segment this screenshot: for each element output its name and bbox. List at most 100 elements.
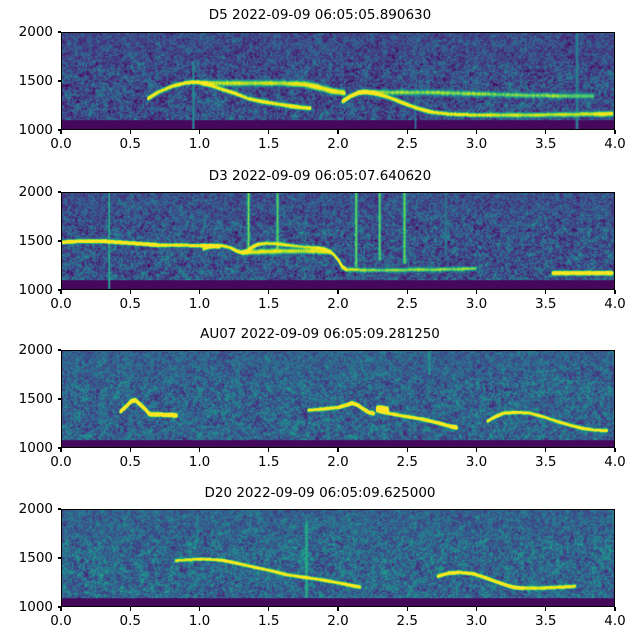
x-tickmark: [198, 290, 201, 294]
y-tick-label: 2000: [18, 342, 53, 358]
y-tick-label: 1500: [18, 73, 53, 89]
x-tickmark: [60, 130, 62, 134]
x-tick-label: 1.0: [188, 136, 211, 152]
x-tickmark: [406, 130, 408, 134]
x-tickmark: [198, 130, 201, 134]
x-tickmark: [475, 448, 478, 452]
x-tick-label: 4.0: [604, 454, 626, 470]
spectrogram-image-4: [62, 510, 614, 606]
x-tickmark: [475, 607, 478, 611]
x-tickmark: [268, 130, 270, 134]
panel-title-2: D3 2022-09-09 06:05:07.640620: [208, 168, 432, 184]
x-tick-label: 2.0: [327, 296, 349, 312]
x-tickmark: [475, 130, 478, 134]
x-tickmark: [406, 290, 408, 294]
x-tickmark: [60, 290, 62, 294]
x-tick-label: 2.0: [327, 613, 349, 629]
spectrogram-axes-1: [61, 32, 615, 130]
x-tickmark: [129, 290, 131, 294]
x-tick-label: 2.0: [327, 454, 349, 470]
y-tick-label: 1000: [18, 599, 53, 615]
x-tickmark: [129, 607, 131, 611]
y-tickmark: [57, 129, 61, 131]
y-tickmark: [57, 240, 61, 242]
x-tickmark: [268, 290, 270, 294]
y-tick-label: 2000: [18, 184, 53, 200]
panel-title-3: AU07 2022-09-09 06:05:09.281250: [200, 326, 440, 342]
x-tick-label: 2.5: [396, 296, 418, 312]
x-tick-label: 4.0: [604, 296, 626, 312]
spectrogram-image-1: [62, 33, 614, 129]
x-tick-label: 0.5: [119, 296, 141, 312]
y-tick-label: 1000: [18, 122, 53, 138]
x-tick-label: 1.0: [188, 454, 211, 470]
spectrogram-axes-4: [61, 509, 615, 607]
x-tick-label: 3.0: [465, 296, 488, 312]
x-tickmark: [337, 290, 339, 294]
x-tickmark: [545, 607, 547, 611]
y-tickmark: [57, 349, 61, 351]
x-tickmark: [129, 448, 131, 452]
y-tickmark: [57, 508, 61, 510]
x-tickmark: [129, 130, 131, 134]
x-tick-label: 1.5: [258, 296, 280, 312]
x-tick-label: 3.0: [465, 136, 488, 152]
x-tickmark: [268, 607, 270, 611]
x-tickmark: [545, 290, 547, 294]
x-tick-label: 0.5: [119, 136, 141, 152]
spectrogram-axes-2: [61, 192, 615, 290]
y-tick-label: 2000: [18, 501, 53, 517]
x-tickmark: [198, 448, 201, 452]
y-tickmark: [57, 606, 61, 608]
y-tick-label: 2000: [18, 24, 53, 40]
x-tick-label: 4.0: [604, 136, 626, 152]
x-tickmark: [337, 130, 339, 134]
x-tickmark: [268, 448, 270, 452]
spectrogram-image-3: [62, 351, 614, 447]
x-tickmark: [614, 130, 616, 134]
x-tickmark: [198, 607, 201, 611]
x-tick-label: 1.5: [258, 454, 280, 470]
x-tickmark: [406, 448, 408, 452]
y-tick-label: 1000: [18, 440, 53, 456]
x-tick-label: 0.0: [50, 613, 72, 629]
panel-title-1: D5 2022-09-09 06:05:05.890630: [208, 7, 432, 23]
y-tickmark: [57, 398, 61, 400]
x-tickmark: [475, 290, 478, 294]
panel-title-4: D20 2022-09-09 06:05:09.625000: [204, 485, 436, 501]
x-tick-label: 1.0: [188, 613, 211, 629]
y-tickmark: [57, 447, 61, 449]
x-tickmark: [614, 448, 616, 452]
x-tickmark: [545, 448, 547, 452]
x-tick-label: 3.5: [535, 296, 557, 312]
x-tick-label: 2.5: [396, 136, 418, 152]
x-tickmark: [60, 607, 62, 611]
x-tick-label: 2.5: [396, 454, 418, 470]
x-tick-label: 3.5: [535, 136, 557, 152]
x-tick-label: 3.0: [465, 454, 488, 470]
y-tick-label: 1500: [18, 233, 53, 249]
y-tickmark: [57, 31, 61, 33]
x-tick-label: 2.0: [327, 136, 349, 152]
x-tick-label: 0.0: [50, 296, 72, 312]
x-tick-label: 1.0: [188, 296, 211, 312]
x-tick-label: 3.5: [535, 613, 557, 629]
y-tick-label: 1500: [18, 391, 53, 407]
y-tickmark: [57, 289, 61, 291]
spectrogram-image-2: [62, 193, 614, 289]
x-tickmark: [614, 607, 616, 611]
x-tickmark: [337, 607, 339, 611]
x-tick-label: 0.0: [50, 454, 72, 470]
x-tick-label: 0.0: [50, 136, 72, 152]
x-tick-label: 3.5: [535, 454, 557, 470]
y-tick-label: 1500: [18, 550, 53, 566]
x-tickmark: [60, 448, 62, 452]
x-tick-label: 4.0: [604, 613, 626, 629]
y-tickmark: [57, 557, 61, 559]
spectrogram-axes-3: [61, 350, 615, 448]
x-tick-label: 1.5: [258, 613, 280, 629]
y-tickmark: [57, 80, 61, 82]
x-tick-label: 0.5: [119, 613, 141, 629]
y-tickmark: [57, 191, 61, 193]
